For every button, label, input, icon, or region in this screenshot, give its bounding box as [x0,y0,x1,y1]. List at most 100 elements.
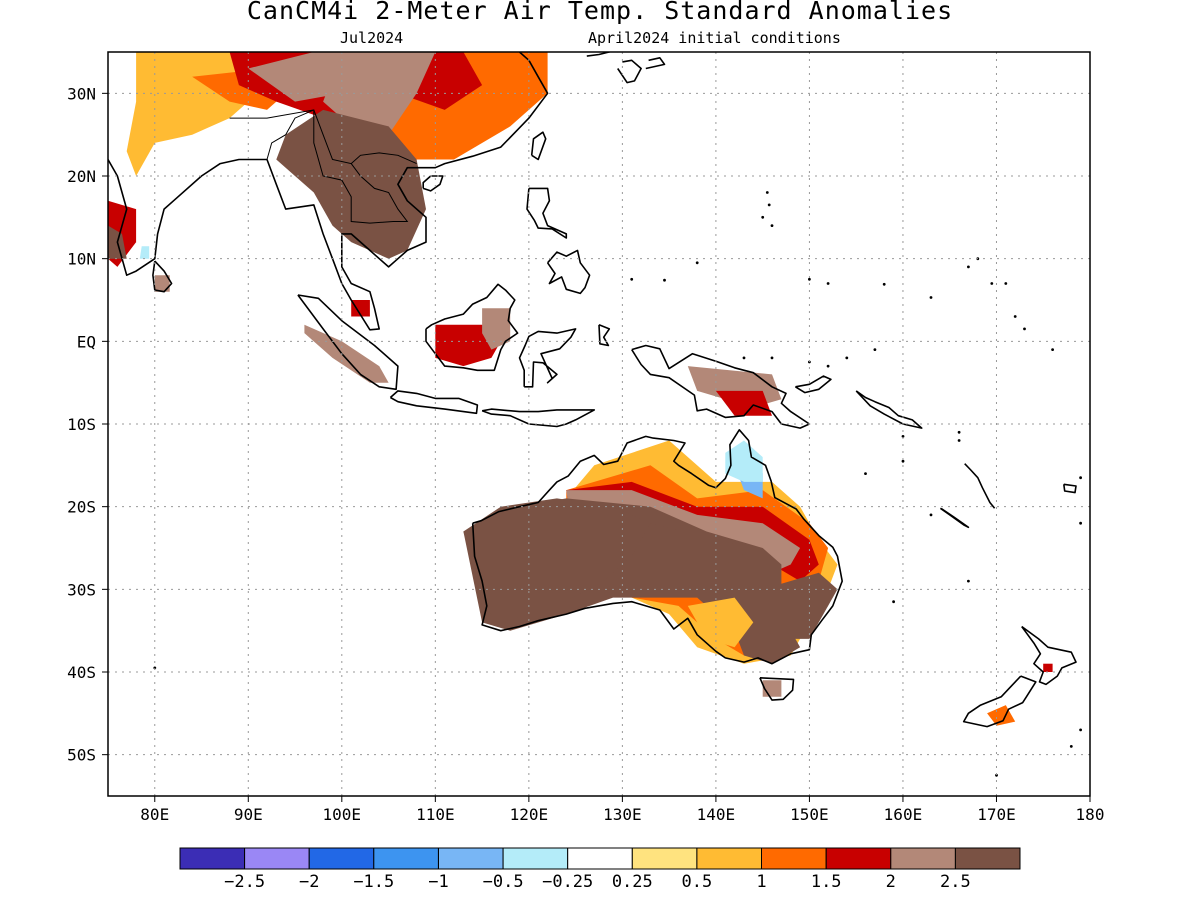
coastline-halmahera-moluccas [598,324,611,347]
lon-tick-label: 110E [416,805,455,824]
colorbar-swatch [696,847,763,870]
anomaly-region-sri-lanka [154,275,170,292]
island-dot [630,277,634,281]
colorbar-label: 1.5 [811,872,842,892]
coastline-korea [586,52,618,57]
coastline-burma-indochina [266,52,549,331]
island-dot [957,439,961,442]
colorbar-swatch [308,847,375,870]
coastline-new-britain [794,375,832,394]
map-subtitle-initial-conditions: April2024 initial conditions [588,29,841,47]
island-dot [1023,327,1026,331]
coastline-philippines-luzon [526,187,568,239]
colorbar-swatch [631,847,698,870]
lon-tick-label: 90E [234,805,263,824]
lat-tick-label: 20S [67,498,96,517]
anomaly-region-india-blue [139,246,150,259]
lon-tick-label: 80E [140,805,169,824]
coastline-nz-north [1021,625,1077,686]
lon-tick-label: 170E [977,805,1016,824]
colorbar-label: −0.25 [542,872,593,892]
colorbar-swatch [761,847,827,870]
lon-tick-label: 150E [790,805,829,824]
island-dot [929,296,933,299]
island-dot [1079,476,1082,480]
colorbar-swatch [438,847,504,870]
colorbar-swatch [244,847,310,870]
island-dot [957,430,961,434]
coastline-java [389,390,479,415]
coastline-solomons [855,390,923,429]
island-dot [1069,745,1073,748]
coastline-hainan [422,175,444,192]
island-dot [990,282,994,285]
anomaly-region-tasmania [762,680,782,697]
coastline-tasmania [759,677,795,701]
colorbar-label: −2.5 [224,872,265,892]
coastline-fiji [1063,483,1077,494]
lon-tick-label: 130E [603,805,642,824]
lat-tick-label: 30N [67,84,96,103]
colorbar-swatch [825,847,892,870]
lon-tick-label: 100E [323,805,362,824]
island-dot [1079,728,1082,732]
anomaly-region-malaysia-red [351,300,370,317]
lon-tick-label: 180 [1076,805,1105,824]
anomaly-region-nz-north-red [1043,663,1053,672]
anomaly-field [108,52,1053,726]
island-dot [93,373,96,376]
island-dot [808,277,811,281]
island-dot [892,600,895,604]
anomaly-region-australia-south-yellow [687,597,754,648]
island-dot [901,435,905,438]
political-border [313,109,409,224]
coastline-philippines-south [546,249,591,295]
map-subtitle-forecast-month: Jul2024 [340,29,404,47]
colorbar-swatch [502,847,569,870]
plot-frame [107,51,1091,797]
colorbar-label: −1.5 [353,872,394,892]
lat-tick-label: 30S [67,580,96,599]
latitude-tick-labels: 30N 20N 10N EQ 10S 20S 30S 40S 50S [67,84,96,764]
island-dot [1004,282,1008,285]
colorbar-label: 2.5 [940,872,971,892]
island-dot [695,261,699,265]
coastline-japan-shikoku [645,57,666,70]
coastline-nz-south [962,675,1037,728]
lon-tick-label: 140E [697,805,736,824]
coastline-australia [471,429,843,665]
colorbar-label: 2 [886,872,896,892]
anomaly-region-australia-west-dark [463,498,651,623]
colorbar-label: 0.5 [682,872,713,892]
lon-tick-label: 120E [510,805,549,824]
political-border [229,109,417,165]
island-dot [663,278,666,282]
colorbar: −2.5 −2 −1.5 −1 −0.5 −0.25 0.25 0.5 1 1.5 2 2.5 [179,847,1021,892]
island-dot [1079,521,1082,525]
lat-tick-label: 40S [67,663,96,682]
island-dot [967,265,970,269]
coastline-new-caledonia [939,507,970,529]
coastline-sumatra [297,294,399,391]
colorbar-swatch [954,847,1021,870]
anomaly-region-sumatra-brown [304,324,389,383]
colorbar-swatch [567,847,633,870]
island-dot [929,513,933,517]
colorbar-label: −1 [428,872,448,892]
anomaly-region-australia-center-dark [650,523,754,573]
lat-tick-label: 10N [67,250,96,269]
colorbar-label: −0.5 [483,872,524,892]
island-dot [765,191,769,194]
coastline-japan-south [617,59,642,84]
island-dot [967,579,970,583]
lon-tick-label: 160E [884,805,923,824]
coastline-lesser-sunda [481,408,596,428]
graticule [102,52,1091,802]
colorbar-swatch [373,847,439,870]
island-dot [770,224,774,228]
island-dot [770,356,774,360]
coastline-new-guinea [631,344,811,429]
lat-tick-label: EQ [77,332,96,351]
island-dot [873,348,877,351]
